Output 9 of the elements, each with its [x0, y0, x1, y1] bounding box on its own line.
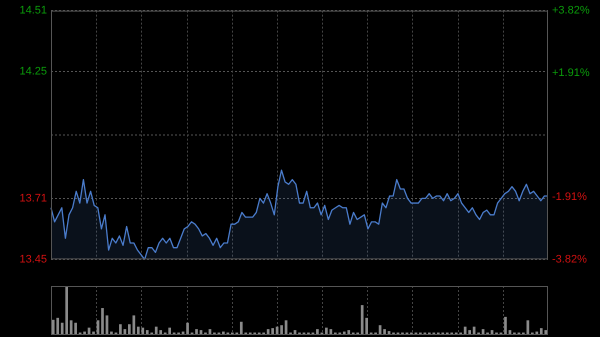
y-tick-label: 13.71 [19, 192, 47, 204]
y2-tick-label: -3.82% [552, 253, 588, 266]
y-tick-label: 14.25 [19, 66, 47, 78]
y-tick-label: 14.51 [19, 4, 47, 17]
y2-tick-label: +3.82% [552, 4, 590, 17]
y2-tick-label: +1.91% [552, 66, 590, 79]
y2-tick-label: -1.91% [552, 191, 588, 204]
y-tick-label: 13.45 [19, 253, 47, 266]
bar [360, 305, 364, 335]
